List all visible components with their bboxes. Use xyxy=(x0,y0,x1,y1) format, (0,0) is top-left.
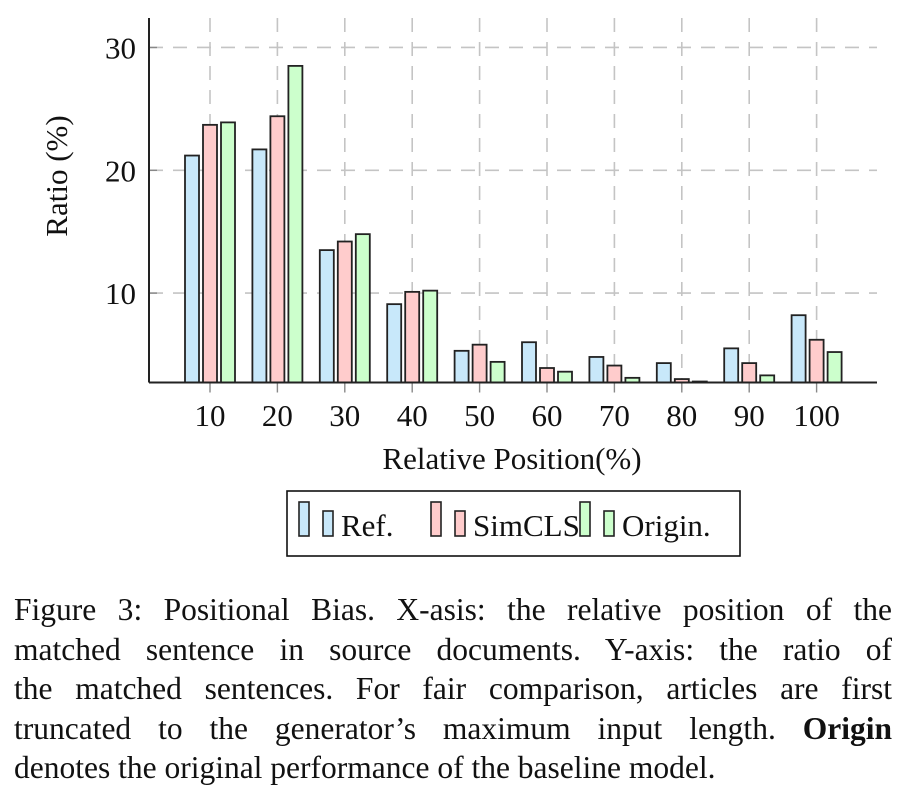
bar-simcls xyxy=(539,367,555,384)
bar-groups xyxy=(184,64,843,384)
x-tick-label: 90 xyxy=(734,398,765,433)
legend-label: Origin. xyxy=(622,508,711,543)
caption-text: : Positional Bias. X-asis: the relative … xyxy=(133,592,892,627)
x-tick-label: 100 xyxy=(793,398,840,433)
bar-simcls xyxy=(808,338,825,384)
x-tick-label: 10 xyxy=(195,398,226,433)
x-axis-label: Relative Position(%) xyxy=(382,441,641,476)
bar-ref xyxy=(790,314,807,384)
legend-box xyxy=(286,490,741,557)
x-tick-label: 30 xyxy=(329,398,360,433)
x-tick-label: 20 xyxy=(262,398,293,433)
legend-swatch-icon xyxy=(454,510,466,537)
bar-origin xyxy=(422,289,439,384)
bar-ref xyxy=(251,148,268,384)
bar-origin xyxy=(826,351,843,384)
caption-text: truncated to the generator’s maximum inp… xyxy=(14,710,803,746)
bar-chart: 10 20 30 10 20 30 40 50 60 70 80 90 100 Ratio (%) R… xyxy=(39,18,877,557)
bar-simcls xyxy=(741,362,758,384)
legend-swatch-icon xyxy=(322,510,334,537)
caption-line: matched sentence in source documents. Y-… xyxy=(14,630,892,670)
bar-group xyxy=(386,289,439,384)
bar-group xyxy=(318,233,371,384)
x-tick-label: 40 xyxy=(397,398,428,433)
bar-simcls xyxy=(404,290,421,384)
x-tick-labels: 10 20 30 40 50 60 70 80 90 100 xyxy=(195,398,840,433)
legend-item: SimCLS xyxy=(430,501,580,543)
bar-ref xyxy=(386,303,403,384)
bar-group xyxy=(521,341,573,384)
legend-swatch-icon xyxy=(430,501,442,537)
bar-simcls xyxy=(202,123,218,384)
legend-swatch-icon xyxy=(298,501,310,537)
bar-origin xyxy=(759,374,776,384)
y-tick-label: 10 xyxy=(105,276,136,311)
bar-origin xyxy=(287,64,304,384)
bar-group xyxy=(790,314,843,384)
bar-group xyxy=(251,64,304,384)
y-tick-label: 30 xyxy=(105,30,136,65)
caption-text: the matched sentences. For fair comparis… xyxy=(14,671,892,706)
legend-label: SimCLS xyxy=(473,508,580,543)
figure-caption: Figure 3: Positional Bias. X-asis: the r… xyxy=(14,590,892,788)
bar-group xyxy=(453,343,506,384)
caption-text: matched sentence in source documents. Y-… xyxy=(14,631,892,667)
legend-item: Ref. xyxy=(298,501,394,543)
bar-ref xyxy=(521,341,537,384)
legend-label: Ref. xyxy=(341,508,394,543)
x-tick-label: 60 xyxy=(532,398,563,433)
bar-ref xyxy=(453,349,470,384)
axes xyxy=(148,18,877,393)
caption-line: denotes the original performance of the … xyxy=(14,748,892,788)
bar-ref xyxy=(588,356,605,384)
y-tick-label: 20 xyxy=(105,153,136,188)
bar-simcls xyxy=(606,364,623,384)
caption-line: Figure 3: Positional Bias. X-asis: the r… xyxy=(14,590,892,630)
bar-origin xyxy=(489,360,506,384)
bar-simcls xyxy=(336,240,353,384)
bar-simcls xyxy=(471,343,488,384)
bar-ref xyxy=(655,362,672,384)
caption-bold-origin: Origin xyxy=(802,710,892,746)
y-tick-labels: 10 20 30 xyxy=(105,30,136,311)
legend-item: Origin. xyxy=(579,501,711,543)
bar-origin xyxy=(557,370,573,384)
y-axis-label: Ratio (%) xyxy=(39,115,74,236)
caption-figure-label: Figure 3 xyxy=(14,592,134,627)
legend-swatch-icon xyxy=(579,501,591,537)
caption-text: denotes the original performance of the … xyxy=(14,750,716,785)
bar-ref xyxy=(184,154,200,384)
x-tick-label: 80 xyxy=(666,398,697,433)
bar-group xyxy=(723,347,776,384)
bar-origin xyxy=(220,121,236,384)
caption-line: the matched sentences. For fair comparis… xyxy=(14,669,892,709)
bar-ref xyxy=(723,347,740,384)
x-tick-label: 70 xyxy=(599,398,630,433)
bar-simcls xyxy=(269,115,286,384)
bar-origin xyxy=(354,233,371,384)
bar-group xyxy=(184,121,236,384)
caption-line: truncated to the generator’s maximum inp… xyxy=(14,709,892,749)
bar-ref xyxy=(318,249,335,384)
x-tick-label: 50 xyxy=(464,398,495,433)
legend-swatch-icon xyxy=(603,510,615,537)
legend: Ref. SimCLS Origin. xyxy=(286,490,741,557)
